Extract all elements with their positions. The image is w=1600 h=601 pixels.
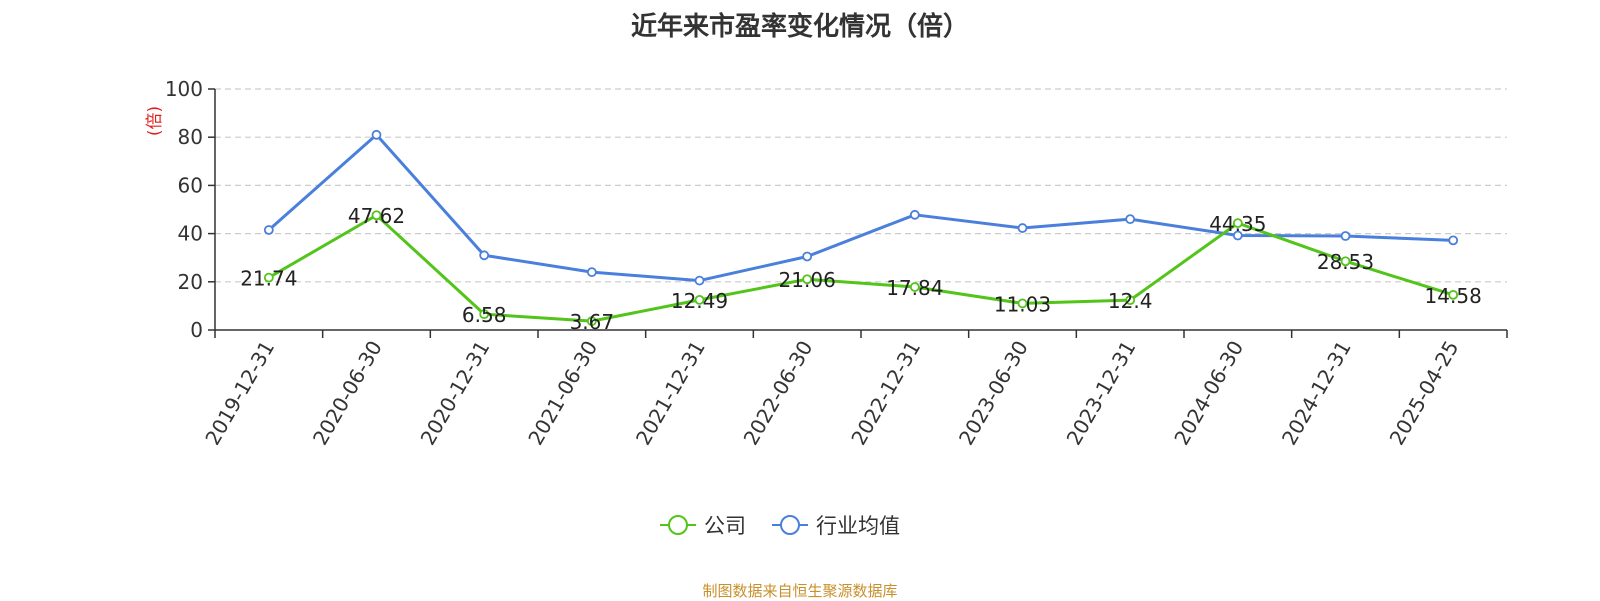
x-tick-label: 2020-12-31: [416, 336, 495, 449]
data-label: 17.84: [886, 276, 943, 300]
legend-label: 公司: [704, 514, 746, 538]
series-lines: [263, 129, 1459, 327]
x-tick-label: 2023-06-30: [954, 337, 1033, 450]
data-point: [371, 129, 382, 140]
data-point: [909, 209, 920, 220]
data-point: [694, 294, 705, 305]
data-label: 21.74: [240, 267, 297, 291]
data-point: [1340, 256, 1351, 267]
y-tick-label: 40: [178, 222, 203, 246]
y-tick-label: 100: [165, 77, 203, 101]
data-label: 6.58: [462, 303, 507, 327]
data-label: 12.4: [1108, 289, 1153, 313]
data-point: [1340, 231, 1351, 241]
legend-label: 行业均值: [816, 514, 900, 538]
legend[interactable]: 公司 行业均值: [660, 514, 900, 538]
legend-swatch-marker: [780, 515, 800, 535]
data-point: [586, 267, 597, 278]
data-point: [1125, 214, 1136, 225]
x-tick-label: 2024-12-31: [1277, 337, 1356, 450]
y-tick-label: 20: [178, 270, 203, 294]
x-tick-label: 2023-12-31: [1062, 337, 1141, 450]
y-tick-label: 80: [178, 125, 203, 149]
data-label: 44.35: [1209, 212, 1266, 236]
data-point: [479, 309, 490, 320]
data-label: 11.03: [994, 292, 1051, 316]
data-point: [586, 316, 597, 327]
data-point: [263, 225, 274, 235]
data-label: 28.53: [1317, 250, 1374, 274]
data-label: 12.49: [671, 289, 728, 313]
data-point: [479, 250, 490, 261]
data-label: 21.06: [779, 268, 836, 292]
data-point: [1125, 295, 1136, 306]
data-point: [1017, 223, 1028, 233]
data-point: [909, 282, 920, 292]
data-point: [1232, 230, 1243, 241]
x-tick-label: 2025-04-25: [1385, 337, 1464, 450]
data-point: [694, 275, 705, 286]
x-tick-label: 2019-12-31: [200, 337, 279, 450]
axes: 0 20 40 60 80 100(倍) 2019-12-31 2020-06-30 2020-…: [145, 77, 1508, 450]
data-point: [802, 274, 813, 285]
data-point: [1448, 289, 1459, 300]
data-label: 14.58: [1425, 284, 1482, 308]
y-tick-label: 0: [190, 318, 203, 342]
x-tick-label: 2024-06-30: [1169, 337, 1248, 450]
data-point: [1232, 218, 1243, 229]
x-tick-label: 2021-12-31: [631, 337, 710, 450]
series-line-1: [267, 133, 1454, 283]
series-line-0: [268, 213, 1454, 323]
data-label: 3.67: [570, 310, 615, 334]
x-tick-label: 2020-06-30: [308, 337, 387, 450]
x-tick-label: 2021-06-30: [523, 337, 602, 450]
data-point: [802, 251, 813, 262]
legend-swatch-marker: [668, 515, 688, 535]
y-axis-label: (倍): [145, 106, 165, 136]
data-point: [1017, 298, 1028, 309]
data-labels: 21.74 47.62 6.58 3.67 12.49 21.06 17.84 11.03 12…: [240, 204, 1482, 334]
data-point: [1448, 235, 1459, 246]
chart-title: 近年来市盈率变化情况（倍）: [630, 12, 969, 42]
y-tick-label: 60: [178, 173, 203, 197]
data-label: 47.62: [348, 204, 405, 228]
data-point: [371, 210, 382, 221]
x-tick-label: 2022-06-30: [739, 337, 818, 450]
data-point: [263, 272, 274, 283]
source-note: 制图数据来自恒生聚源数据库: [702, 582, 898, 600]
grid-lines: [215, 88, 1507, 283]
x-tick-label: 2022-12-31: [846, 336, 925, 449]
